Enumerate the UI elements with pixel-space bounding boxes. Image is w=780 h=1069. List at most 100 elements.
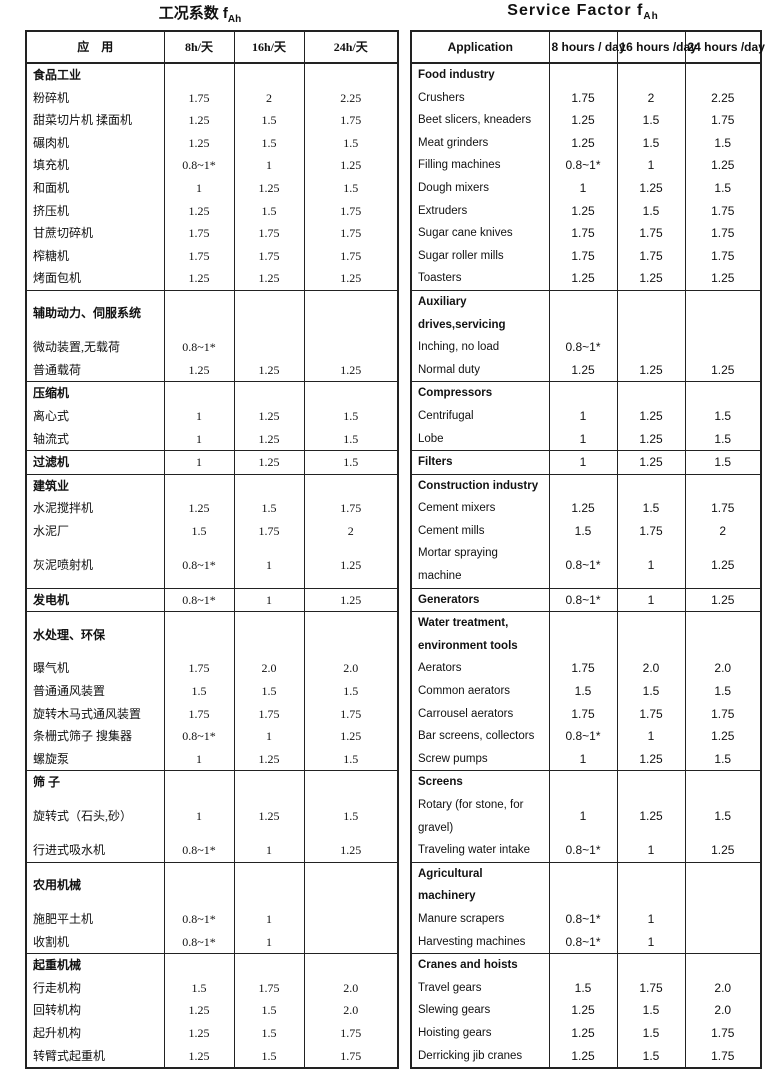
row-label: 和面机 [25,176,165,200]
row-label: 烤面包机 [25,267,165,291]
factor-value: 1.25 [163,358,235,382]
empty-cell [548,611,618,658]
factor-value: 1.25 [548,199,618,223]
factor-value: 1.75 [684,109,762,132]
factor-value: 1.25 [548,109,618,132]
factor-value: 1.5 [163,519,235,543]
factor-value: 1.25 [684,725,762,748]
factor-value: 1.75 [684,497,762,520]
item-row: 粉碎机 1.75 2 2.25 [25,86,399,110]
factor-value: 1.75 [684,244,762,268]
row-label: 灰泥喷射机 [25,542,165,589]
empty-cell [233,473,305,498]
row-label: Traveling water intake [410,839,550,863]
factor-value: 1.25 [163,1044,235,1069]
row-label: Dough mixers [410,176,550,200]
factor-value: 1.5 [548,976,618,1000]
factor-value: 1.25 [303,267,399,291]
factor-value: 1.75 [233,976,305,1000]
row-label: 旋转木马式通风装置 [25,702,165,726]
factor-value: 1.5 [684,404,762,428]
factor-value: 1 [233,587,305,612]
empty-cell [616,62,686,87]
empty-cell [616,289,686,337]
factor-value: 1 [548,176,618,200]
factor-value: 1.75 [303,497,399,520]
item-row: Cement mixers 1.25 1.5 1.75 [410,497,762,520]
item-row: Crushers 1.75 2 2.25 [410,86,762,110]
item-row: Dough mixers 1 1.25 1.5 [410,176,762,200]
factor-value: 0.8~1* [163,725,235,748]
item-row: 螺旋泵 1 1.25 1.5 [25,747,399,771]
factor-value: 1.25 [233,267,305,291]
factor-value: 2.25 [303,86,399,110]
factor-value: 1.5 [303,176,399,200]
factor-value: 1.5 [303,794,399,840]
factor-value: 1.75 [548,86,618,110]
factor-value: 1.5 [303,747,399,771]
factor-value: 1.5 [233,109,305,132]
factor-value: 1.5 [233,680,305,703]
empty-cell [303,381,399,405]
row-label: 水泥搅拌机 [25,497,165,520]
empty-cell [233,861,305,908]
section-row: Food industry [410,62,762,87]
empty-cell [548,953,618,977]
factor-value: 1.5 [303,427,399,451]
section-name: Agricultural machinery [410,861,550,908]
empty-cell [548,381,618,405]
factor-value: 1.25 [163,497,235,520]
factor-value: 1 [233,930,305,954]
factor-value: 1 [548,450,618,475]
factor-value: 1.25 [616,404,686,428]
row-label: Rotary (for stone, for gravel) [410,794,550,840]
row-label: 行进式吸水机 [25,839,165,863]
section-name: 建筑业 [25,473,165,498]
factor-value: 1.75 [303,244,399,268]
factor-value: 1.75 [616,976,686,1000]
factor-value: 2.0 [684,657,762,681]
section-name: 起重机械 [25,953,165,977]
factor-value: 1.5 [233,131,305,155]
item-row: Filling machines 0.8~1* 1 1.25 [410,154,762,177]
empty-cell [684,62,762,87]
factor-value: 1.25 [163,267,235,291]
row-label: Centrifugal [410,404,550,428]
item-row: 灰泥喷射机 0.8~1* 1 1.25 [25,542,399,589]
factor-value: 1 [163,794,235,840]
row-label: 曝气机 [25,657,165,681]
row-label: 榨糖机 [25,244,165,268]
item-row: Rotary (for stone, for gravel) 1 1.25 1.5 [410,794,762,840]
item-row: 碾肉机 1.25 1.5 1.5 [25,131,399,155]
factor-value: 1.75 [684,1021,762,1045]
factor-value: 1 [616,725,686,748]
empty-cell [233,953,305,977]
factor-value: 0.8~1* [163,907,235,931]
factor-value: 1.5 [616,680,686,703]
item-row: 挤压机 1.25 1.5 1.75 [25,199,399,223]
factor-value: 1 [233,542,305,589]
section-name: 过滤机 [25,450,165,475]
factor-value: 1.75 [684,1044,762,1069]
factor-value: 1.75 [616,222,686,245]
item-row: Manure scrapers 0.8~1* 1 [410,907,762,931]
row-label: Crushers [410,86,550,110]
factor-value: 1 [163,450,235,475]
factor-value: 0.8~1* [548,907,618,931]
section-name: Water treatment, environment tools [410,611,550,658]
factor-value: 1.5 [303,404,399,428]
factor-value: 0.8~1* [163,930,235,954]
factor-value: 2 [684,519,762,543]
item-row: Mortar spraying machine 0.8~1* 1 1.25 [410,542,762,589]
item-row: 起升机构 1.25 1.5 1.75 [25,1021,399,1045]
item-row: 行走机构 1.5 1.75 2.0 [25,976,399,1000]
row-label: Normal duty [410,358,550,382]
item-row: 榨糖机 1.75 1.75 1.75 [25,244,399,268]
item-row: Toasters 1.25 1.25 1.25 [410,267,762,291]
factor-value: 1.75 [163,222,235,245]
empty-cell [684,611,762,658]
row-label: 施肥平土机 [25,907,165,931]
factor-value: 1.25 [548,131,618,155]
empty-cell [303,930,399,954]
section-row: 农用机械 [25,861,399,908]
